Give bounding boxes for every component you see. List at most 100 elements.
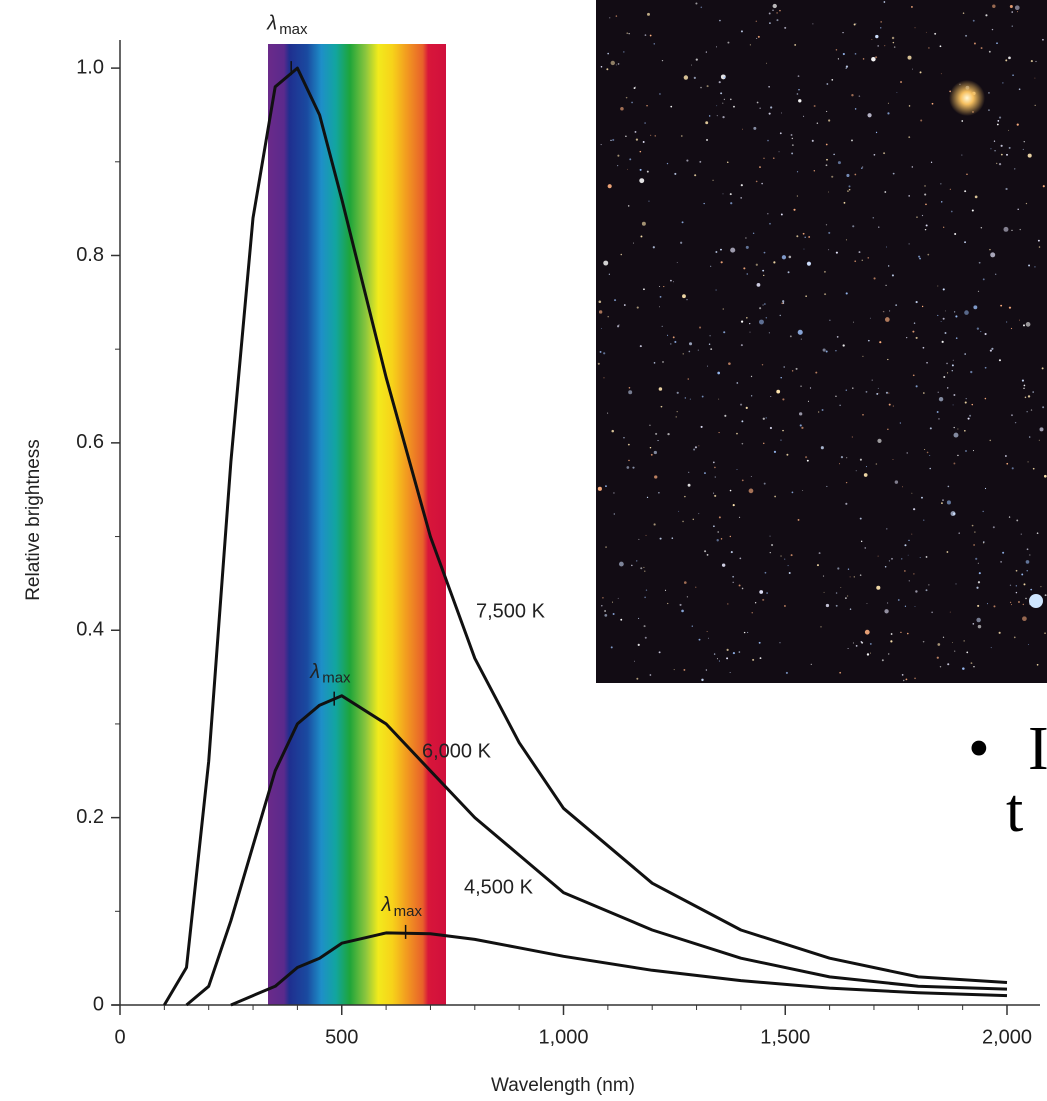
star [852, 387, 854, 389]
star [947, 387, 949, 389]
star [679, 603, 682, 606]
star [838, 463, 841, 465]
star [640, 567, 643, 570]
star [707, 365, 708, 367]
star [1002, 551, 1005, 554]
star [1038, 439, 1040, 441]
star [716, 658, 718, 660]
y-tick-label: 1.0 [76, 56, 104, 78]
star [840, 455, 844, 459]
star [859, 574, 862, 576]
star [698, 445, 700, 447]
star [718, 431, 720, 434]
star [964, 353, 966, 355]
star [664, 589, 667, 591]
star [655, 432, 658, 435]
star [1016, 123, 1019, 126]
star [842, 344, 845, 347]
star [703, 202, 705, 205]
star [607, 412, 609, 414]
star [718, 81, 721, 84]
star [732, 504, 735, 507]
star [892, 405, 894, 407]
star [706, 139, 708, 141]
star [693, 76, 696, 80]
lambda-symbol: λ [381, 894, 392, 916]
star [1025, 597, 1027, 600]
star [644, 596, 646, 599]
lambda-symbol: λ [309, 661, 320, 683]
star [629, 158, 632, 161]
star [659, 285, 661, 287]
star [1026, 570, 1028, 572]
series-label: 6,000 K [422, 740, 492, 762]
star [667, 334, 669, 336]
star [634, 660, 635, 662]
star [721, 563, 726, 567]
star [791, 144, 794, 147]
star [824, 293, 827, 296]
star [851, 139, 853, 142]
star [862, 355, 864, 357]
star [982, 278, 985, 281]
star [610, 646, 613, 649]
star [740, 320, 744, 323]
star [782, 429, 784, 432]
star [740, 344, 743, 347]
star [620, 253, 623, 256]
star [801, 426, 804, 429]
star [849, 608, 852, 610]
star [774, 495, 776, 498]
star [684, 397, 687, 399]
slide-line: t [1006, 777, 1024, 845]
star [666, 162, 669, 165]
star [885, 284, 887, 286]
star [871, 56, 876, 62]
star [1030, 409, 1033, 411]
star [740, 197, 743, 199]
star [752, 232, 755, 234]
star [900, 631, 902, 634]
star [741, 128, 743, 130]
star [750, 476, 752, 477]
star [652, 246, 655, 249]
star [908, 105, 911, 107]
lambda-subscript: max [394, 903, 423, 920]
star [901, 674, 904, 676]
star [1044, 594, 1047, 597]
star [1000, 561, 1002, 563]
star [695, 58, 698, 61]
star [988, 109, 990, 112]
star [1008, 306, 1012, 309]
star [845, 597, 847, 599]
star [1023, 583, 1026, 586]
star [772, 9, 774, 11]
star [1000, 304, 1003, 307]
slide-line: I [1028, 715, 1047, 783]
star [813, 105, 816, 107]
star [650, 453, 653, 456]
star [849, 576, 851, 578]
star [799, 424, 802, 427]
star [907, 554, 909, 556]
star [749, 44, 751, 46]
star [929, 455, 931, 456]
y-tick-label: 0.8 [76, 244, 104, 266]
star [646, 496, 649, 499]
star [852, 321, 855, 323]
star [915, 385, 918, 388]
star [662, 361, 664, 363]
star [762, 598, 765, 601]
star [718, 516, 721, 519]
star [990, 252, 996, 258]
star [818, 411, 820, 413]
star [717, 531, 719, 533]
star [694, 446, 698, 449]
star [1026, 548, 1029, 551]
star [611, 429, 614, 433]
star [820, 446, 824, 450]
star [763, 274, 765, 277]
star [913, 508, 916, 511]
star [723, 76, 726, 79]
star [716, 46, 717, 48]
